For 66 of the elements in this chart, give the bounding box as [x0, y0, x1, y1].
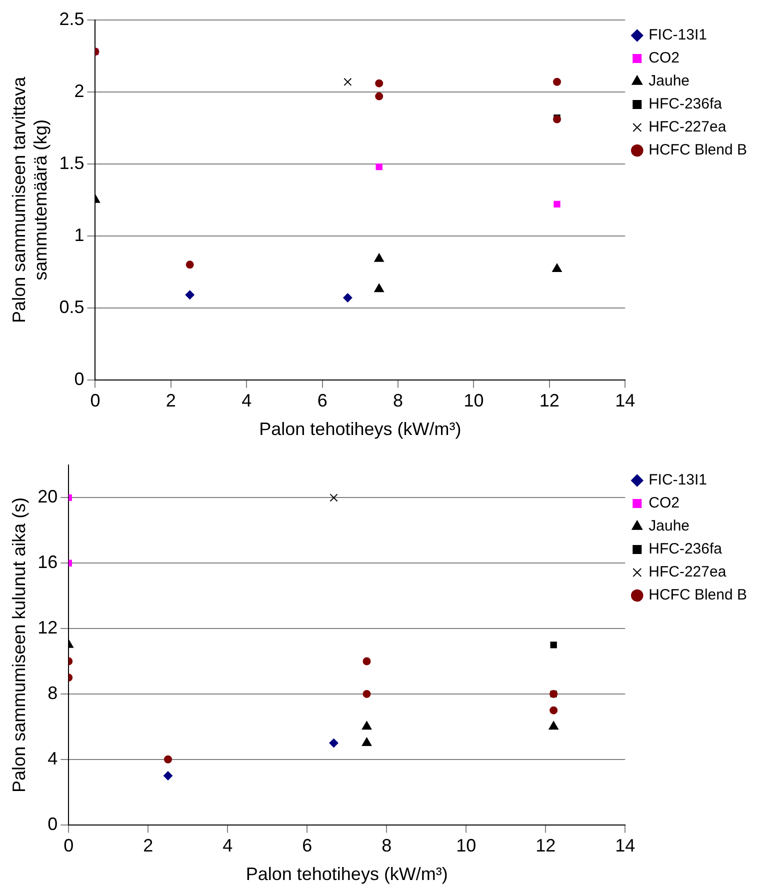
point — [329, 738, 338, 748]
x-tick-label: 10 — [456, 836, 476, 856]
y-tick-label: 1 — [74, 224, 84, 245]
point — [550, 642, 557, 648]
legend-label: HFC-236fa — [648, 96, 723, 113]
x-tick-label: 2 — [166, 390, 176, 411]
point — [552, 263, 562, 272]
x-axis-title: Palon tehotiheys (kW/m³) — [246, 864, 448, 884]
legend-label: Jauhe — [648, 518, 690, 535]
point — [375, 79, 384, 88]
y-tick-label: 0.5 — [59, 296, 84, 317]
point — [185, 290, 194, 300]
legend-label: HCFC Blend B — [648, 142, 748, 159]
x-tick-label: 12 — [539, 390, 560, 411]
legend-label: FIC-13I1 — [648, 26, 707, 44]
x-tick-label: 0 — [90, 390, 100, 411]
x-tick-label: 8 — [393, 390, 404, 411]
y-tick-label: 8 — [48, 682, 58, 703]
point — [550, 706, 558, 714]
x-tick-label: 12 — [536, 836, 556, 856]
point — [343, 293, 352, 302]
y-axis-title: Palon sammumiseen kulunut aika (s) — [8, 497, 29, 792]
y-tick-label: 1.5 — [59, 152, 84, 173]
y-tick-label: 0 — [74, 368, 84, 389]
point — [374, 253, 384, 262]
x-tick-label: 14 — [615, 390, 636, 411]
y-tick-label: 4 — [48, 748, 58, 768]
x-tick-label: 4 — [242, 390, 252, 411]
point — [330, 494, 338, 502]
point — [362, 690, 371, 698]
y-tick-label: 2 — [74, 80, 84, 101]
y-tick-label: 12 — [38, 618, 58, 638]
x-tick-label: 14 — [615, 836, 636, 856]
legend-label: FIC-13I1 — [648, 472, 707, 489]
point — [164, 755, 172, 764]
point — [375, 92, 384, 100]
legend-label: CO2 — [648, 50, 680, 67]
legend-label: HFC-236fa — [648, 540, 723, 558]
legend-label: Jauhe — [648, 72, 690, 90]
legend-label: HFC-227ea — [648, 564, 727, 581]
point — [548, 721, 558, 730]
y-tick-label: 0 — [48, 814, 58, 834]
x-tick-label: 10 — [464, 390, 484, 411]
point — [362, 657, 371, 666]
x-tick-label: 8 — [382, 836, 392, 856]
point — [362, 738, 372, 746]
point — [186, 260, 194, 269]
x-tick-label: 2 — [143, 836, 154, 856]
y-tick-label: 2.5 — [59, 8, 84, 29]
y-tick-label: 16 — [38, 552, 58, 572]
x-tick-label: 6 — [317, 390, 328, 411]
point — [376, 163, 382, 170]
x-tick-label: 4 — [222, 836, 233, 856]
point — [362, 721, 372, 730]
legend-label: CO2 — [648, 494, 680, 512]
legend-label: HCFC Blend B — [648, 586, 748, 604]
point — [554, 200, 560, 208]
point — [374, 284, 384, 292]
x-axis-title: Palon tehotiheys (kW/m³) — [259, 419, 462, 440]
x-tick-label: 6 — [302, 836, 312, 856]
y-axis-title: Palon sammumiseen tarvittava sammutemäärä (kg) — [8, 76, 50, 323]
point — [553, 78, 562, 86]
point — [164, 771, 172, 780]
y-tick-label: 20 — [38, 486, 58, 507]
point — [344, 78, 352, 86]
legend-label: HFC-227ea — [648, 118, 727, 136]
